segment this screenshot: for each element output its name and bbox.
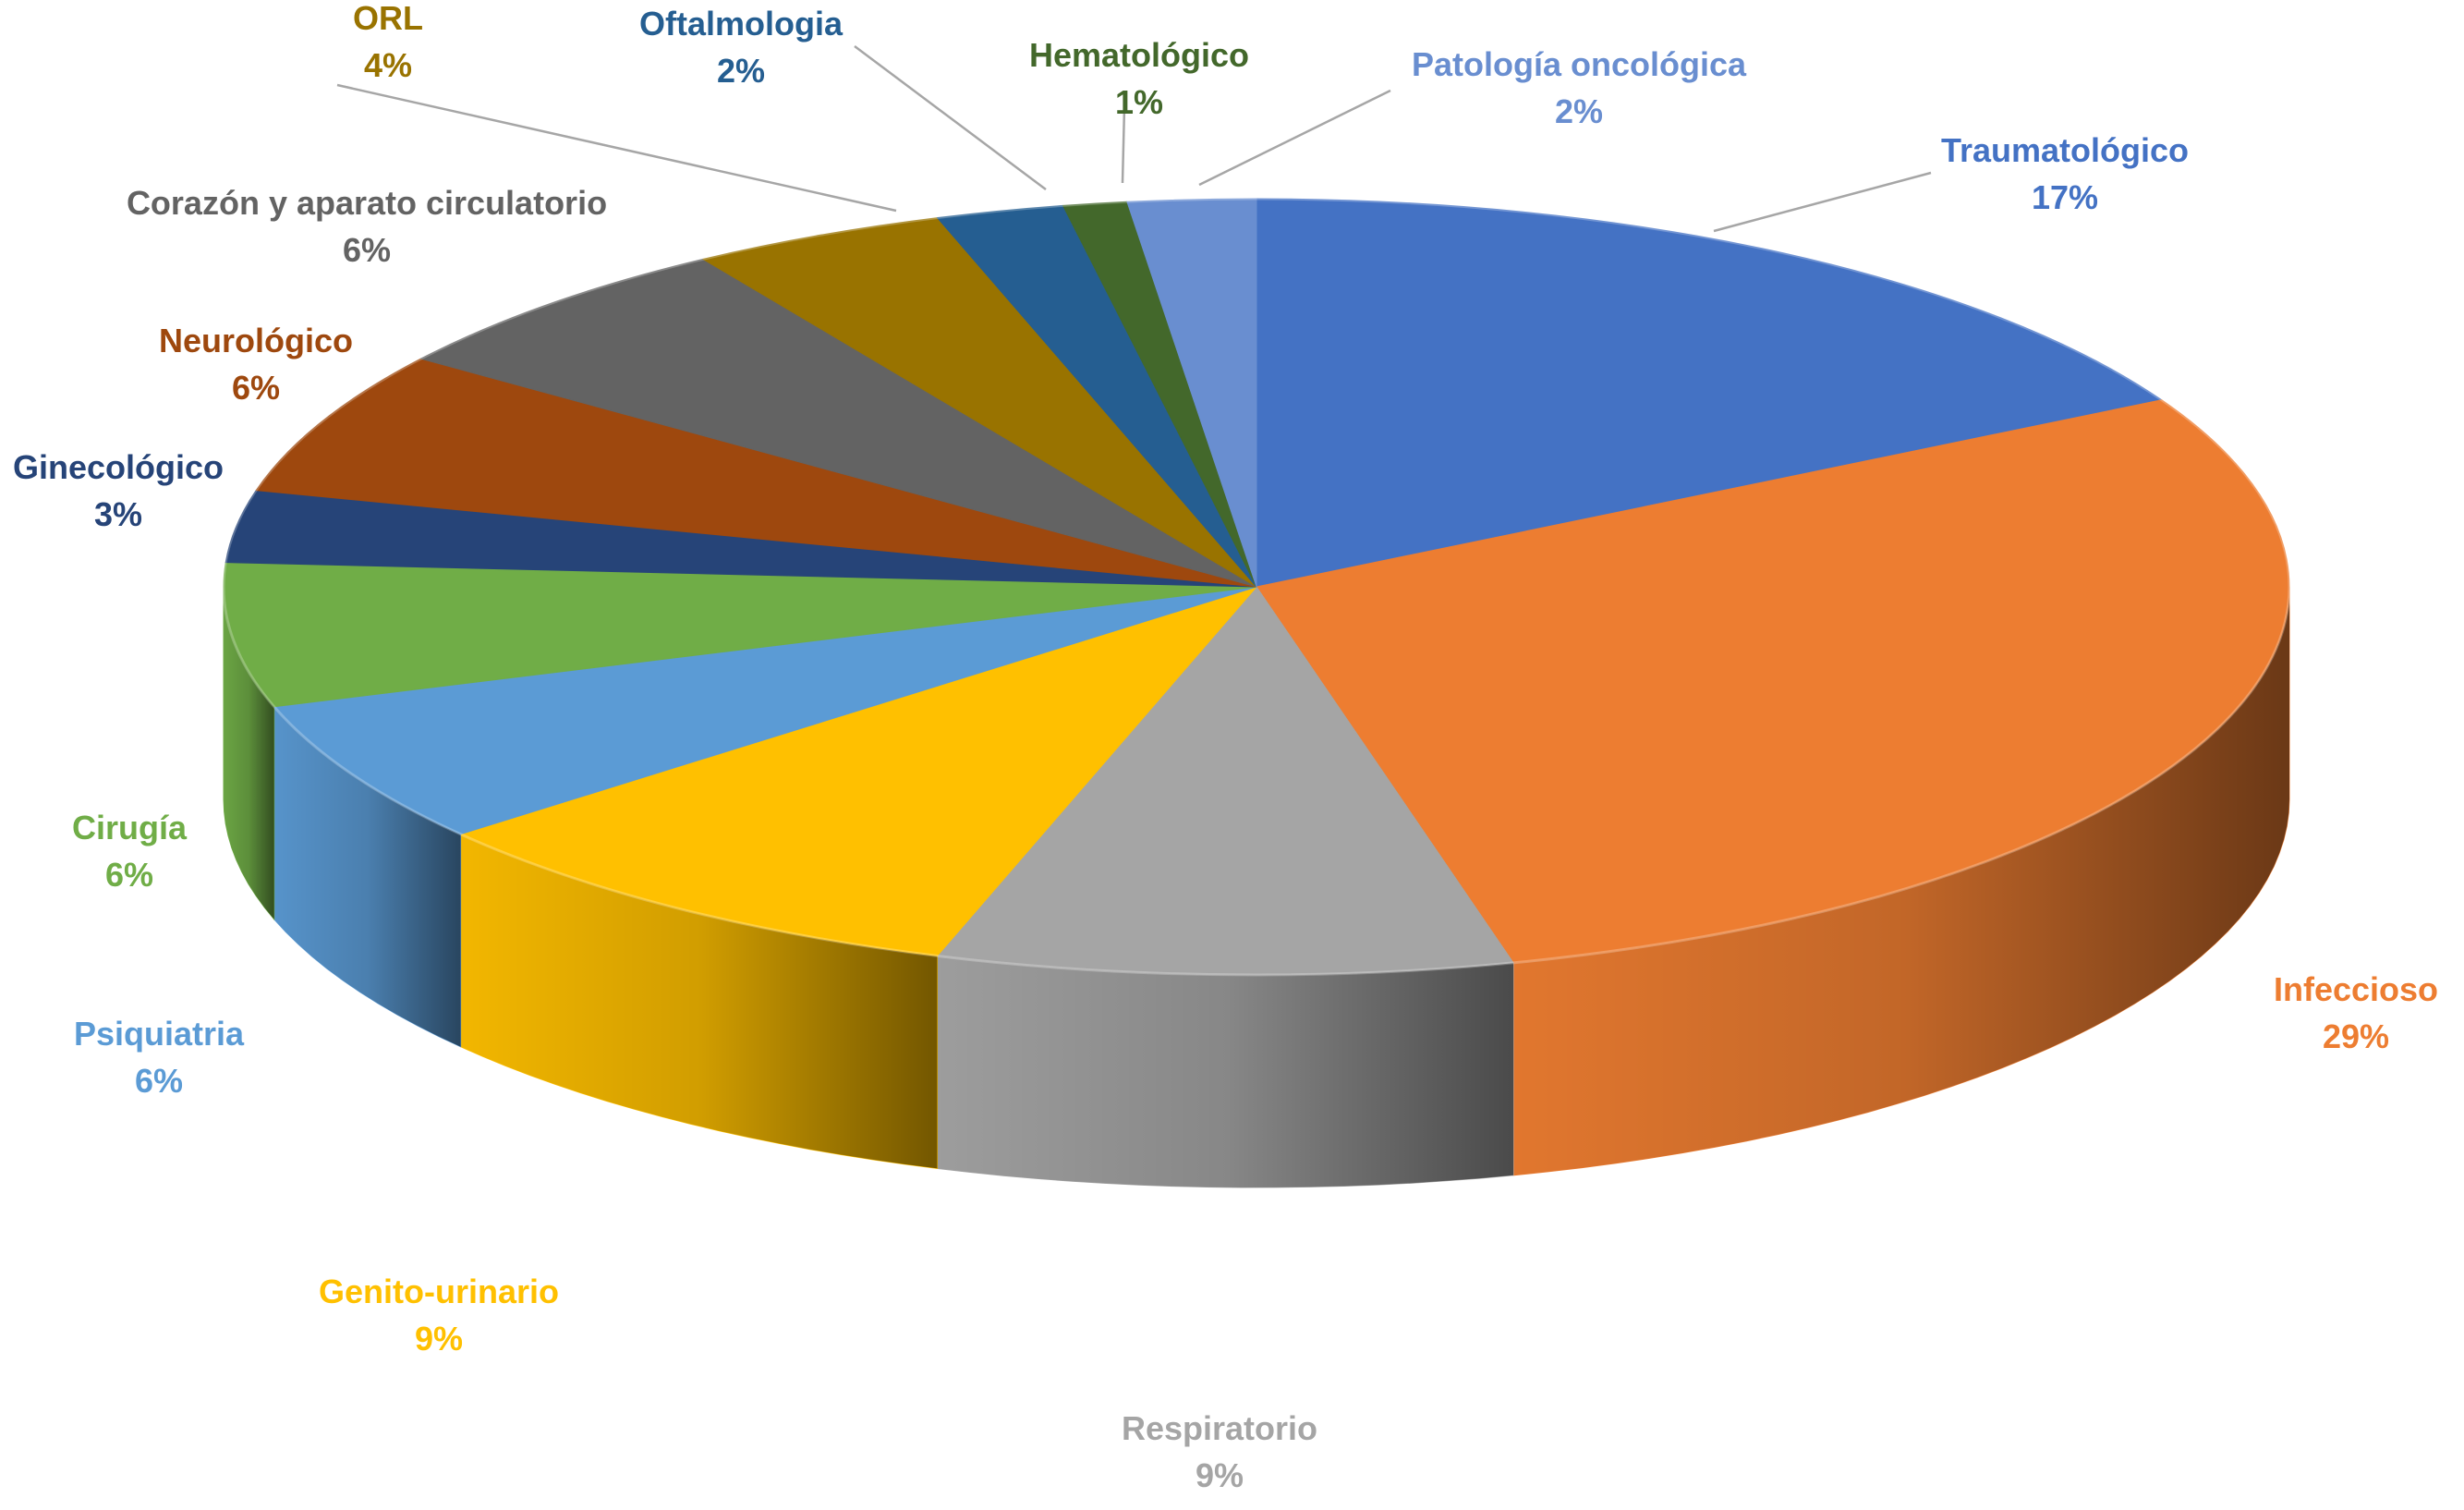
leader-line-patologia-oncologica [1198, 89, 1391, 187]
slice-label-hematologico: Hematológico [1029, 36, 1249, 74]
slice-infeccioso[interactable] [1256, 399, 2290, 964]
slice-percent-ginecologico: 3% [94, 495, 142, 533]
slice-percent-orl: 4% [364, 46, 412, 84]
leader-line-hematologico [1121, 106, 1126, 184]
leader-lines [336, 44, 1932, 233]
slice-labels: Traumatológico 17% Infeccioso 29% Respirator… [13, 0, 2438, 1494]
slice-patologia-oncologica[interactable] [1126, 198, 1257, 588]
slice-label-infeccioso: Infeccioso [2274, 970, 2438, 1008]
leader-line-traumatologico [1713, 171, 1932, 233]
slice-label-neurologico: Neurológico [159, 322, 353, 359]
slice-percent-respiratorio: 9% [1196, 1456, 1244, 1494]
slice-percent-patologia-oncologica: 2% [1555, 92, 1603, 130]
slice-corazon-y-aparato-circulatorio[interactable] [420, 258, 1257, 588]
slice-neurologico[interactable] [255, 358, 1257, 588]
slice-label-orl: ORL [353, 0, 423, 37]
slice-percent-neurologico: 6% [232, 369, 280, 407]
slice-percent-hematologico: 1% [1115, 83, 1163, 121]
slice-traumatologico[interactable] [1256, 198, 2163, 588]
slice-percent-psiquiatria: 6% [135, 1062, 183, 1100]
slice-label-traumatologico: Traumatológico [1941, 131, 2189, 169]
slice-genito-urinario[interactable] [460, 586, 1257, 956]
slice-label-psiquiatria: Psiquiatria [74, 1015, 245, 1053]
slice-label-respiratorio: Respiratorio [1122, 1409, 1317, 1447]
slice-percent-corazon-y-aparato-circulatorio: 6% [343, 231, 391, 269]
slice-label-genito-urinario: Genito-urinario [319, 1273, 559, 1310]
slice-percent-traumatologico: 17% [2032, 178, 2098, 216]
slice-orl[interactable] [702, 217, 1257, 588]
slice-percent-genito-urinario: 9% [415, 1320, 463, 1358]
slice-label-corazon-y-aparato-circulatorio: Corazón y aparato circulatorio [127, 184, 607, 222]
pie-top-faces [222, 197, 2291, 977]
pie-rim [222, 197, 2291, 977]
leader-line-oftalmologia [854, 44, 1047, 191]
slice-percent-cirugia: 6% [105, 856, 153, 894]
slice-percent-infeccioso: 29% [2323, 1017, 2389, 1055]
slice-cirugia[interactable] [223, 562, 1257, 708]
slice-respiratorio[interactable] [937, 586, 1514, 976]
slice-label-oftalmologia: Oftalmologia [639, 5, 844, 43]
slice-label-cirugia: Cirugía [72, 809, 188, 846]
leader-line-orl [336, 83, 897, 213]
slice-label-ginecologico: Ginecológico [13, 448, 224, 486]
side-respiratorio [937, 955, 1514, 1188]
slice-percent-oftalmologia: 2% [717, 52, 765, 90]
slice-label-patologia-oncologica: Patología oncológica [1412, 45, 1747, 83]
slice-psiquiatria[interactable] [273, 586, 1257, 835]
